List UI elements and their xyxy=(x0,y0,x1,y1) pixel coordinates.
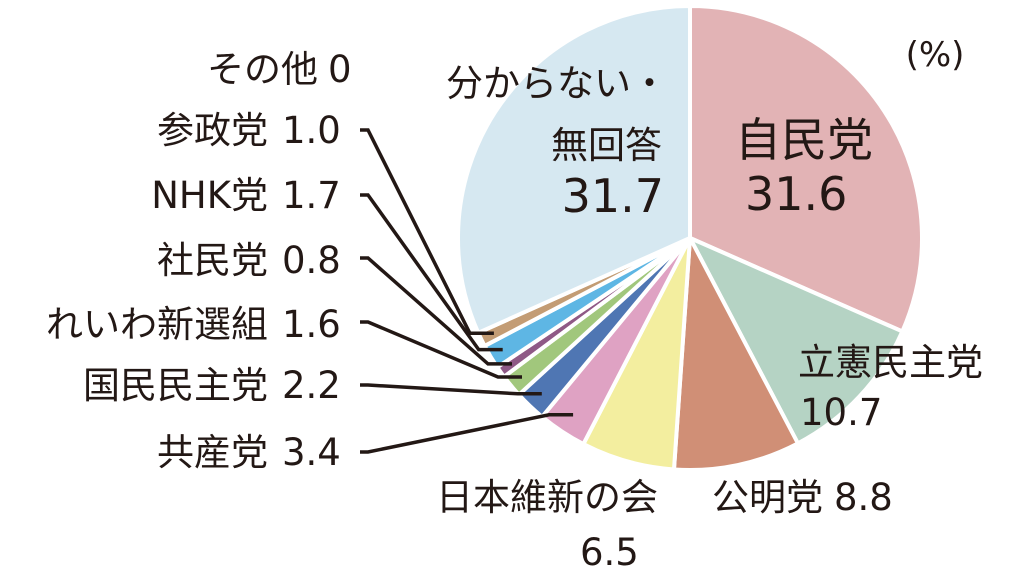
slice-label-other: その他 xyxy=(207,48,318,91)
leader-line xyxy=(360,320,522,379)
slice-label-kyosan: 共産党 xyxy=(157,431,268,474)
slice-label-shamin: 社民党 xyxy=(157,239,268,282)
pie-slice xyxy=(671,230,801,472)
slice-label-reiwa: れいわ新選組 xyxy=(46,303,268,346)
slice-label-unknown-line1: 分からない・ xyxy=(446,62,668,105)
slice-value-unknown: 31.7 xyxy=(562,169,664,223)
slice-value-reiwa: 1.6 xyxy=(282,303,341,346)
slice-value-kyosan: 3.4 xyxy=(282,431,341,474)
slice-label-kokumin: 国民民主党 xyxy=(83,364,268,407)
pie-slice xyxy=(688,3,924,335)
leader-line xyxy=(360,256,512,366)
slice-value-ishin: 6.5 xyxy=(580,531,639,574)
slice-value-nhk: 1.7 xyxy=(282,174,341,217)
leader-lines xyxy=(360,128,574,454)
slice-value-jimin: 31.6 xyxy=(745,167,847,221)
slice-label-unknown-line2: 無回答 xyxy=(551,124,662,167)
slice-value-sansei: 1.0 xyxy=(282,109,341,152)
slice-label-jimin: 自民党 xyxy=(735,113,873,167)
slice-value-komei: 8.8 xyxy=(834,476,893,519)
slice-label-ishin: 日本維新の会 xyxy=(436,476,658,519)
slice-value-other: 0 xyxy=(328,48,352,91)
leader-line xyxy=(360,193,503,352)
leader-line xyxy=(360,128,494,336)
leader-line xyxy=(360,383,542,396)
slice-value-rikken: 10.7 xyxy=(800,391,882,434)
slice-label-rikken: 立憲民主党 xyxy=(798,341,983,384)
slice-value-shamin: 0.8 xyxy=(282,239,341,282)
leader-line xyxy=(360,413,574,454)
slice-label-sansei: 参政党 xyxy=(157,109,268,152)
slice-label-nhk: NHK党 xyxy=(151,174,268,217)
slice-value-kokumin: 2.2 xyxy=(282,364,341,407)
pie-slice xyxy=(685,233,905,447)
unit-label: (%) xyxy=(906,35,965,75)
pie-slice xyxy=(456,3,692,336)
slice-label-komei: 公明党 xyxy=(712,476,823,519)
